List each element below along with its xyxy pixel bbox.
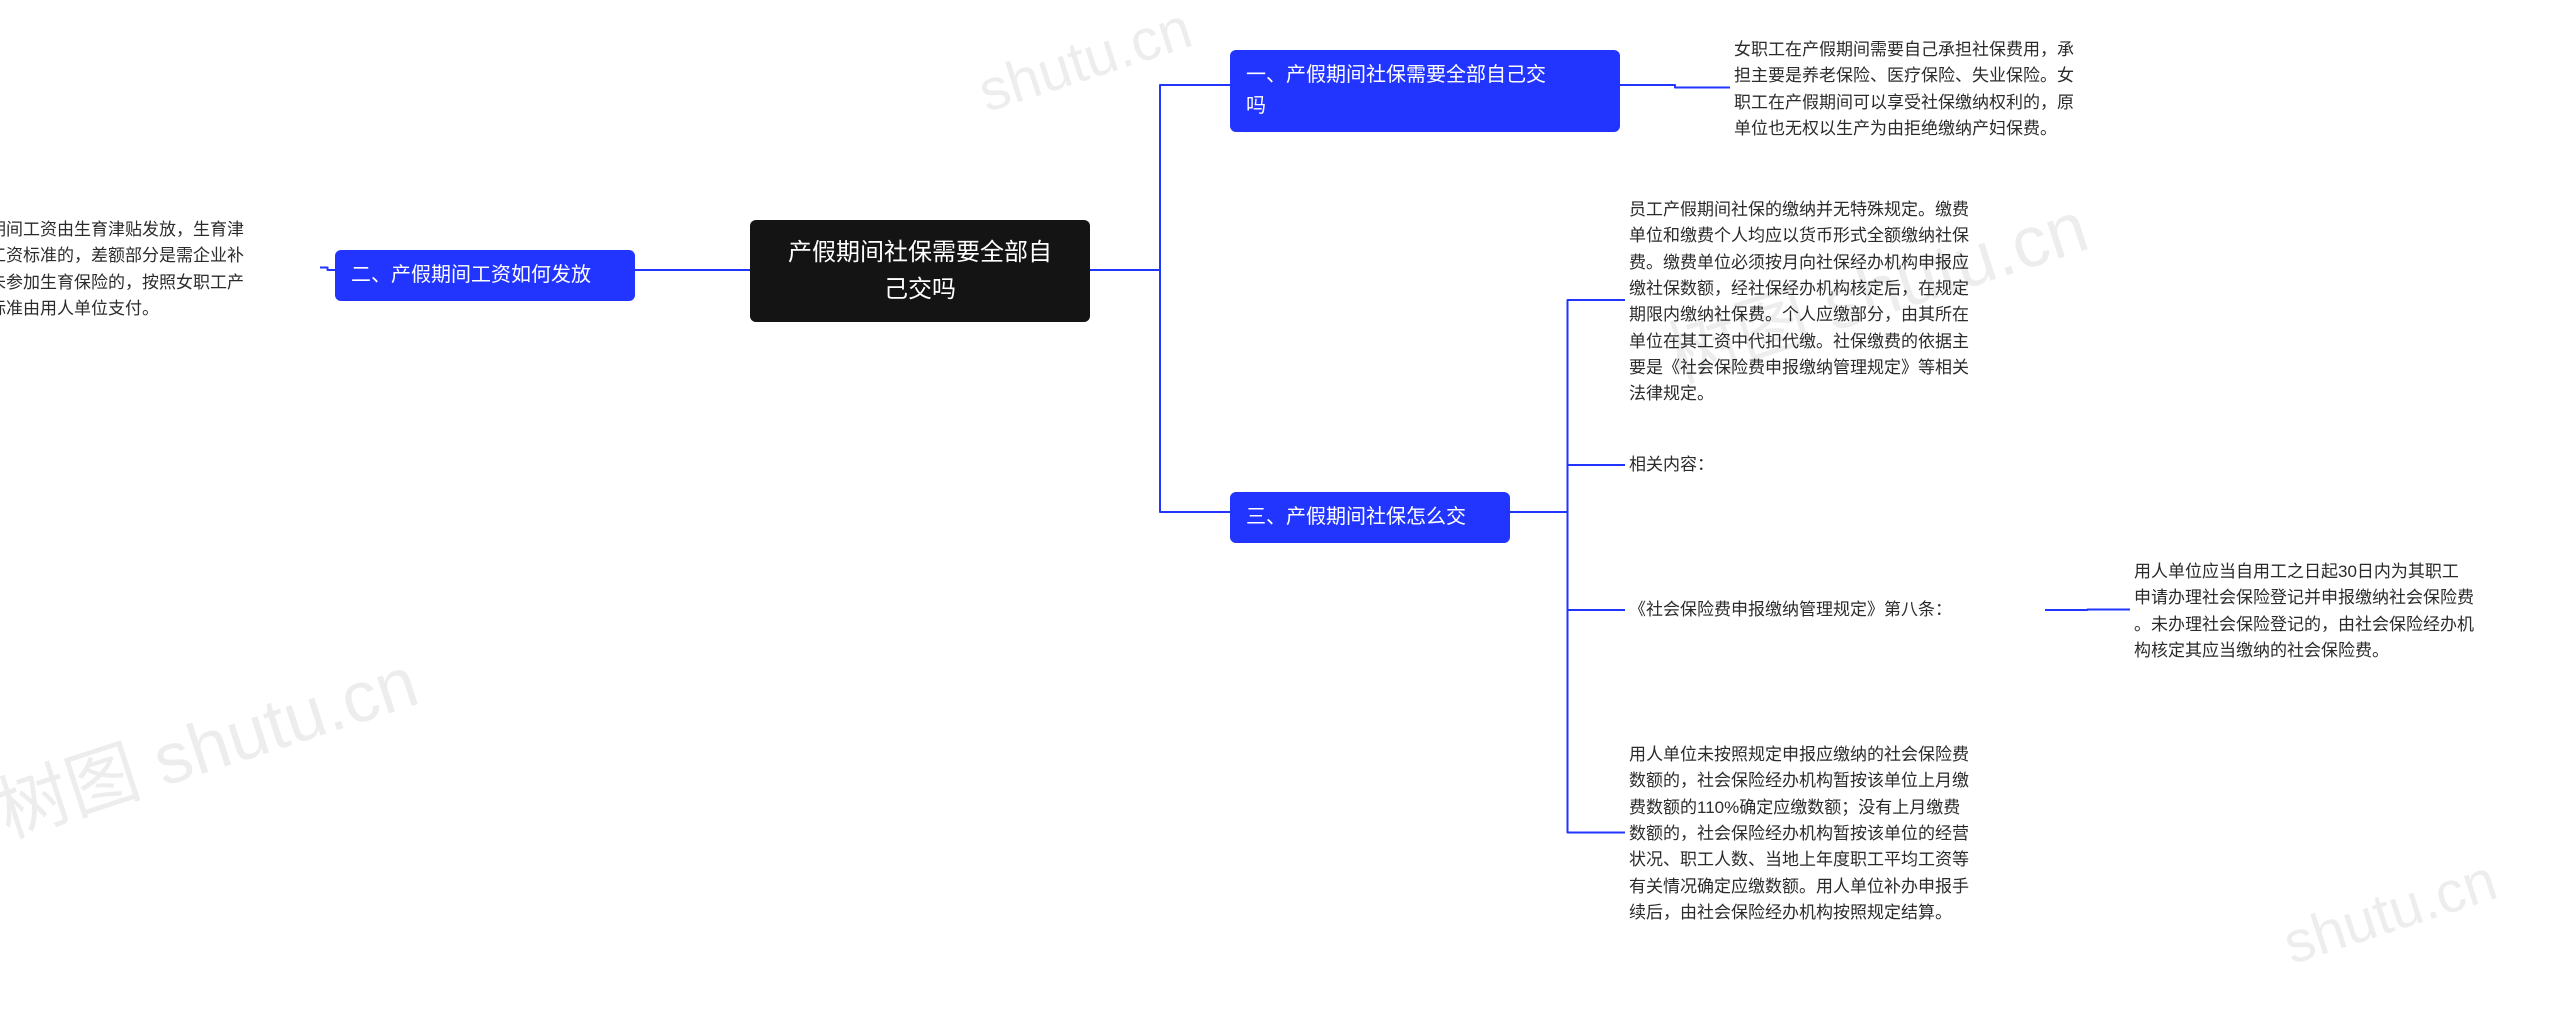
branch-b1-text: 一、产假期间社保需要全部自己交 吗 <box>1246 60 1604 122</box>
leaf-b3-3: 用人单位未按照规定申报应缴纳的社会保险费 数额的，社会保险经办机构暂按该单位上月… <box>1625 740 2051 928</box>
leaf-b2-0: 女职工产假期间工资由生育津贴发放，生育津 贴低于本人工资标准的，差额部分是需企业… <box>0 215 320 324</box>
leaf-b3-0: 员工产假期间社保的缴纳并无特殊规定。缴费 单位和缴费个人均应以货币形式全额缴纳社… <box>1625 195 2051 410</box>
connector <box>1090 270 1230 512</box>
connector <box>320 268 335 271</box>
center-node-text: 产假期间社保需要全部自 己交吗 <box>768 234 1072 308</box>
connector <box>1510 512 1625 610</box>
subleaf-b3-2-0: 用人单位应当自用工之日起30日内为其职工 申请办理社会保险登记并申报缴纳社会保险… <box>2130 557 2555 666</box>
watermark-0: 树图 shutu.cn <box>0 623 429 858</box>
leaf-b3-0-text: 员工产假期间社保的缴纳并无特殊规定。缴费 单位和缴费个人均应以货币形式全额缴纳社… <box>1629 197 2047 408</box>
leaf-b2-0-text: 女职工产假期间工资由生育津贴发放，生育津 贴低于本人工资标准的，差额部分是需企业… <box>0 217 316 322</box>
connector <box>1620 85 1730 88</box>
leaf-b3-3-text: 用人单位未按照规定申报应缴纳的社会保险费 数额的，社会保险经办机构暂按该单位上月… <box>1629 742 2047 926</box>
leaf-b3-2: 《社会保险费申报缴纳管理规定》第八条： <box>1625 595 2045 625</box>
center-node: 产假期间社保需要全部自 己交吗 <box>750 220 1090 322</box>
connector <box>2045 610 2130 611</box>
connector <box>1510 300 1625 512</box>
watermark-3: shutu.cn <box>2275 846 2504 977</box>
watermark-2: shutu.cn <box>970 0 1199 126</box>
leaf-b1-0: 女职工在产假期间需要自己承担社保费用，承 担主要是养老保险、医疗保险、失业保险。… <box>1730 35 2160 144</box>
branch-b2-text: 二、产假期间工资如何发放 <box>351 260 619 291</box>
branch-b2: 二、产假期间工资如何发放 <box>335 250 635 301</box>
leaf-b1-0-text: 女职工在产假期间需要自己承担社保费用，承 担主要是养老保险、医疗保险、失业保险。… <box>1734 37 2156 142</box>
leaf-b3-1: 相关内容： <box>1625 450 2045 480</box>
leaf-b3-2-text: 《社会保险费申报缴纳管理规定》第八条： <box>1629 597 2041 623</box>
connector <box>1510 512 1625 833</box>
branch-b1: 一、产假期间社保需要全部自己交 吗 <box>1230 50 1620 132</box>
connector <box>1510 465 1625 512</box>
connector <box>1090 85 1230 270</box>
leaf-b3-1-text: 相关内容： <box>1629 452 2041 478</box>
branch-b3-text: 三、产假期间社保怎么交 <box>1246 502 1494 533</box>
subleaf-b3-2-0-text: 用人单位应当自用工之日起30日内为其职工 申请办理社会保险登记并申报缴纳社会保险… <box>2134 559 2551 664</box>
branch-b3: 三、产假期间社保怎么交 <box>1230 492 1510 543</box>
mindmap-canvas: 产假期间社保需要全部自 己交吗 一、产假期间社保需要全部自己交 吗 女职工在产假期间… <box>0 0 2560 1015</box>
